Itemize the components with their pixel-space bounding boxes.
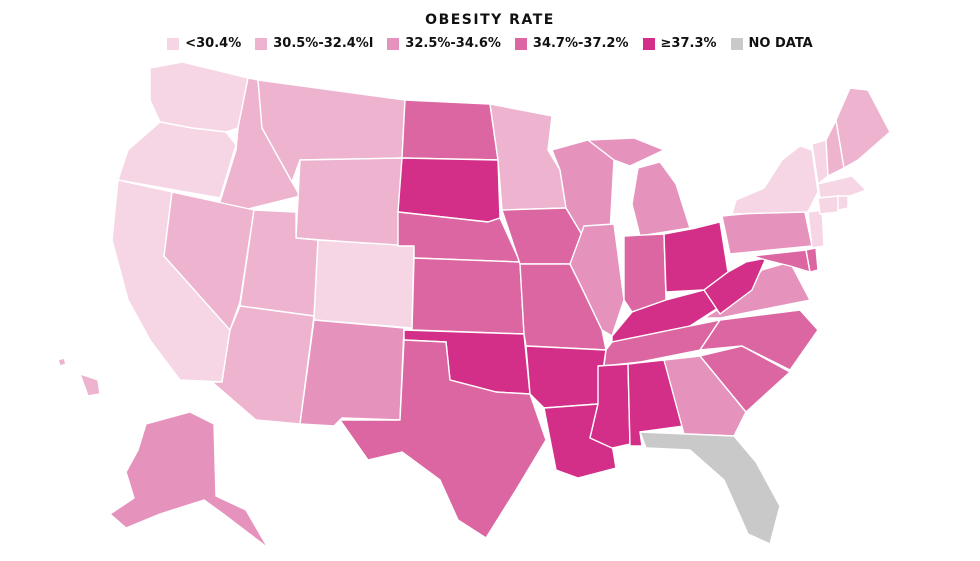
state-kansas [411,257,525,335]
legend-swatch-5 [642,37,655,50]
legend-item-no-data: NO DATA [730,36,813,51]
state-south-dakota [397,157,501,223]
state-nebraska [397,211,521,263]
legend-label-3: 32.5%-34.6% [405,36,501,51]
state-nevada [163,191,255,331]
map-title: OBESITY RATE [425,12,555,28]
legend-label-5: ≥37.3% [660,36,717,51]
state-maine [835,87,891,169]
state-oregon [117,121,237,199]
state-pennsylvania [721,207,813,255]
state-north-dakota [401,99,499,161]
state-texas [339,339,547,539]
legend-swatch-2 [255,37,268,50]
state-colorado [313,239,415,329]
legend: <30.4% 30.5%-32.4%l 32.5%-34.6% 34.7%-37… [0,36,980,51]
state-rhode-island [837,195,849,211]
legend-item-34-7-37-2: 34.7%-37.2% [514,36,629,51]
state-illinois [569,223,625,337]
state-indiana [623,233,667,313]
state-massachusetts [817,175,867,199]
legend-label-4: 34.7%-37.2% [532,36,629,51]
state-arkansas [525,345,607,409]
state-hawaii-islands [57,357,67,367]
legend-label-1: <30.4% [185,36,242,51]
legend-label-6: NO DATA [748,36,813,51]
legend-item-under-30-4: <30.4% [167,36,241,51]
legend-item-32-5-34-6: 32.5%-34.6% [387,36,501,51]
legend-item-30-5-32-4: 30.5%-32.4%l [255,36,373,51]
state-washington [149,61,249,133]
state-new-jersey [807,209,825,249]
state-new-mexico [299,319,405,427]
legend-label-2: 30.5%-32.4%l [273,36,374,51]
state-florida [639,431,781,545]
state-north-carolina [699,309,819,371]
state-michigan [631,161,691,237]
state-south-carolina [699,345,791,413]
legend-swatch-3 [387,37,400,50]
state-hawaii [79,373,101,397]
state-connecticut [817,195,839,215]
state-michigan-upper [587,137,665,167]
state-georgia [663,355,747,437]
state-delaware [805,247,819,273]
legend-item-over-37-3: ≥37.3% [642,36,717,51]
state-maryland [751,249,811,273]
state-new-york [731,145,819,215]
state-wyoming [295,157,403,247]
state-alaska [109,411,269,549]
legend-swatch-1 [167,37,180,50]
legend-swatch-6 [730,37,743,50]
legend-swatch-4 [514,37,527,50]
